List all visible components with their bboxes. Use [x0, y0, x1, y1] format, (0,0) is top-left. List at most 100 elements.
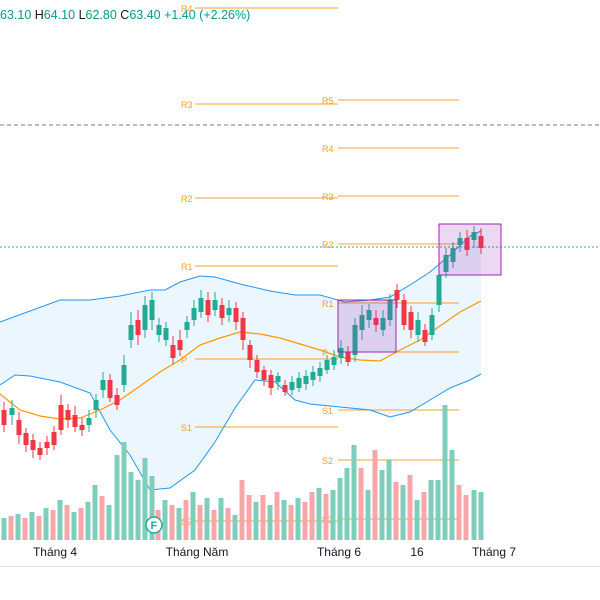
volume-bar-35 — [246, 495, 252, 540]
volume-bar-6 — [43, 508, 49, 540]
volume-bar-38 — [267, 505, 273, 540]
candle-body-15 — [107, 380, 113, 398]
candle-body-23 — [163, 328, 169, 340]
candle-body-56 — [394, 290, 400, 300]
volume-bar-11 — [78, 508, 84, 540]
volume-bar-32 — [225, 508, 231, 540]
candle-body-42 — [296, 378, 302, 388]
volume-bar-21 — [149, 476, 155, 540]
candle-body-51 — [359, 315, 365, 330]
pivot-label-p-set2: P — [322, 348, 328, 358]
volume-bar-48 — [337, 478, 343, 540]
candle-body-30 — [212, 300, 218, 310]
candle-body-35 — [247, 345, 253, 360]
x-tick-label: 16 — [410, 545, 424, 559]
pivot-label-r2-set2: R2 — [322, 240, 334, 250]
volume-bar-12 — [85, 502, 91, 540]
volume-bar-14 — [99, 496, 105, 540]
high-value: 64.10 — [43, 8, 76, 22]
volume-bar-33 — [232, 515, 238, 540]
volume-bar-10 — [71, 512, 77, 540]
pivot-label-p-set1: P — [181, 355, 187, 365]
volume-bar-52 — [365, 490, 371, 540]
volume-bar-20 — [142, 458, 148, 540]
volume-bar-41 — [288, 505, 294, 540]
candle-body-29 — [205, 300, 211, 315]
candle-body-47 — [331, 357, 337, 365]
candle-body-63 — [443, 255, 449, 272]
candle-body-55 — [387, 300, 393, 320]
x-tick-label: Tháng 6 — [316, 545, 362, 559]
candle-body-52 — [366, 310, 372, 320]
pivot-label-r1-set2: R1 — [322, 299, 334, 309]
pivot-label-r1-set1: R1 — [181, 262, 193, 272]
candle-body-45 — [317, 368, 323, 376]
candle-body-14 — [100, 380, 106, 390]
candle-body-21 — [149, 300, 155, 320]
volume-bar-36 — [253, 502, 259, 540]
volume-bar-40 — [281, 500, 287, 540]
candle-body-38 — [268, 375, 274, 388]
volume-bar-24 — [169, 505, 175, 540]
candle-body-10 — [72, 415, 78, 427]
volume-bar-29 — [204, 498, 210, 540]
candle-body-62 — [436, 275, 442, 305]
x-tick-label: Tháng Năm — [165, 545, 229, 559]
earnings-marker — [145, 516, 163, 534]
volume-bar-39 — [274, 492, 280, 540]
pivot-label-r5-set2: R5 — [322, 96, 334, 106]
candle-body-24 — [170, 345, 176, 358]
candle-body-8 — [58, 405, 64, 430]
candle-body-25 — [177, 340, 183, 350]
ohlc-legend: 63.10 H64.10 L62.80 C63.40 +1.40 (+2.26%… — [0, 8, 250, 22]
moving-average-line — [0, 300, 482, 420]
candle-body-4 — [30, 440, 36, 450]
pattern-highlight-box-1 — [337, 299, 397, 353]
candle-body-34 — [240, 318, 246, 340]
time-axis-border — [0, 566, 600, 567]
volume-bar-67 — [471, 490, 477, 540]
volume-bar-56 — [393, 482, 399, 540]
volume-bar-4 — [29, 512, 35, 540]
volume-bar-62 — [435, 480, 441, 540]
candle-body-50 — [352, 325, 358, 355]
volume-bar-31 — [218, 498, 224, 540]
volume-bar-8 — [57, 500, 63, 540]
pivot-label-r3-set1: R3 — [181, 100, 193, 110]
volume-bar-19 — [135, 480, 141, 540]
candle-body-19 — [135, 320, 141, 335]
volume-bar-9 — [64, 505, 70, 540]
pivot-label-r4-set1: R4 — [181, 4, 193, 14]
candle-body-49 — [345, 352, 351, 362]
bollinger-band-fill — [0, 231, 481, 490]
volume-bar-18 — [128, 472, 134, 540]
candle-body-26 — [184, 322, 190, 330]
volume-bar-53 — [372, 450, 378, 540]
pivot-label-s1-set1: S1 — [181, 423, 192, 433]
volume-bar-61 — [428, 480, 434, 540]
candle-body-58 — [408, 312, 414, 330]
candle-body-11 — [79, 425, 85, 430]
volume-bar-63 — [442, 405, 448, 540]
volume-bar-54 — [379, 470, 385, 540]
volume-bar-26 — [183, 500, 189, 540]
candle-body-16 — [114, 395, 120, 405]
candle-body-36 — [254, 360, 260, 372]
volume-bar-43 — [302, 502, 308, 540]
volume-bar-23 — [162, 500, 168, 540]
candle-body-32 — [226, 308, 232, 315]
volume-bar-50 — [351, 445, 357, 540]
candle-body-6 — [44, 442, 50, 448]
volume-bar-47 — [330, 490, 336, 540]
low-value: 62.80 — [85, 8, 117, 22]
candle-body-7 — [51, 432, 57, 445]
candle-body-5 — [37, 448, 43, 455]
volume-bar-58 — [407, 475, 413, 540]
candle-body-20 — [142, 305, 148, 330]
volume-bar-30 — [211, 510, 217, 540]
volume-bar-13 — [92, 485, 98, 540]
pivot-label-s2-set2: S2 — [322, 456, 333, 466]
volume-bar-27 — [190, 492, 196, 540]
candle-body-53 — [373, 318, 379, 325]
